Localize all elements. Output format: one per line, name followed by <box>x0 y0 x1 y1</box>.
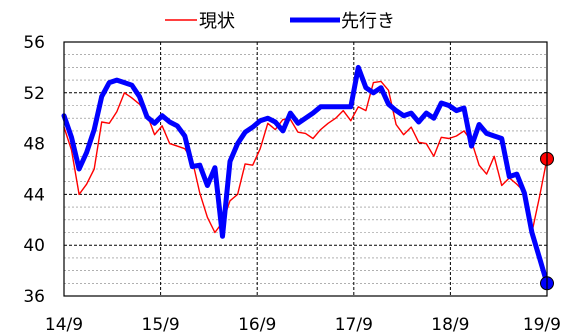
x-axis-ticks: 14/9 15/9 16/9 17/9 18/9 19/9 <box>45 315 561 335</box>
series-line-sakiyuki <box>61 64 550 286</box>
legend: 現状 先行き <box>165 11 395 32</box>
x-tick-label: 16/9 <box>238 315 276 335</box>
x-tick-label: 17/9 <box>335 315 373 335</box>
legend-label-genjo: 現状 <box>199 11 235 32</box>
plot-frame <box>63 41 548 297</box>
y-tick-label: 44 <box>23 185 45 205</box>
x-tick-label: 19/9 <box>523 315 561 335</box>
y-tick-label: 56 <box>23 33 45 53</box>
x-tick-label: 18/9 <box>431 315 469 335</box>
legend-label-sakiyuki: 先行き <box>341 11 395 32</box>
y-axis-ticks: 56 52 48 44 40 36 <box>23 33 45 307</box>
y-tick-label: 36 <box>23 287 45 307</box>
grid <box>64 42 547 296</box>
y-tick-label: 48 <box>23 135 45 155</box>
x-tick-label: 14/9 <box>45 315 83 335</box>
y-tick-label: 52 <box>23 84 45 104</box>
series-line-genjo <box>63 80 548 234</box>
x-tick-label: 15/9 <box>142 315 180 335</box>
y-tick-label: 40 <box>23 236 45 256</box>
series-lines <box>61 64 550 286</box>
